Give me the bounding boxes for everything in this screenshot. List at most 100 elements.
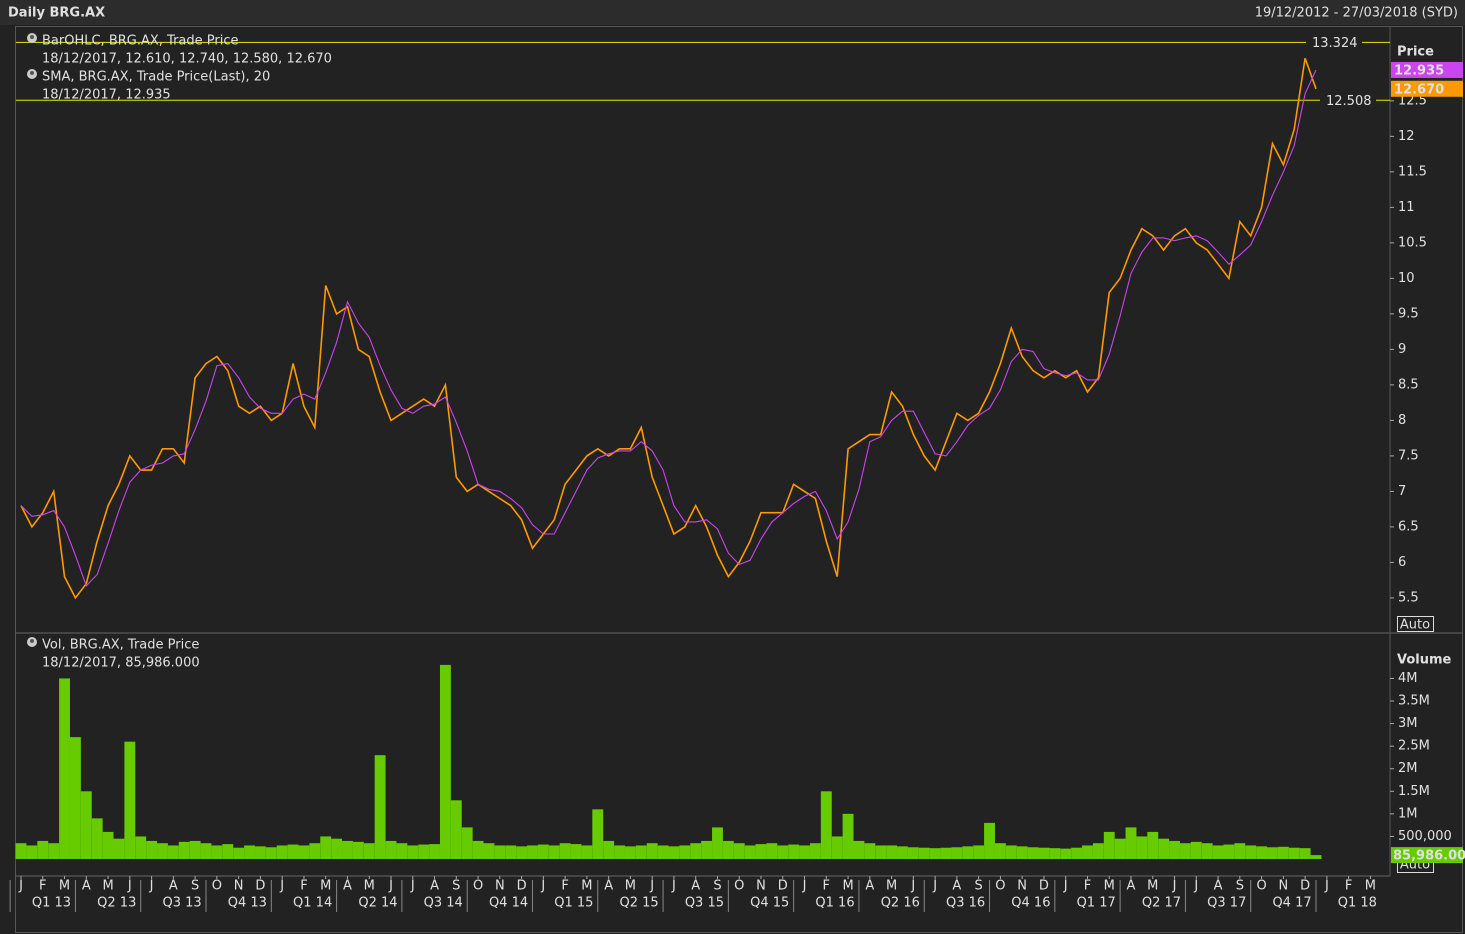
x-tick-label: A — [691, 879, 700, 894]
quarter-label: Q3 16 — [946, 896, 985, 911]
x-tick-label: M — [320, 879, 331, 894]
frame — [15, 26, 1463, 933]
quarter-label: Q1 14 — [293, 896, 332, 911]
volume-bar — [1114, 838, 1126, 859]
volume-bar — [211, 845, 223, 859]
volume-bar — [1190, 841, 1202, 859]
x-tick-label: O — [995, 879, 1005, 894]
x-tick-label: J — [540, 879, 545, 894]
x-tick-label: A — [1127, 879, 1136, 894]
quarter-label: Q2 16 — [881, 896, 920, 911]
volume-bar — [864, 843, 876, 859]
quarter-label: Q1 17 — [1077, 896, 1116, 911]
y-tick-label: 500,000 — [1398, 829, 1452, 844]
volume-bar — [646, 843, 658, 859]
volume-bar — [918, 847, 930, 859]
volume-bar — [91, 818, 103, 859]
volume-bar — [722, 840, 734, 859]
y-axis-title: Price — [1397, 45, 1434, 60]
x-tick-label: S — [191, 879, 199, 894]
y-tick-label: 6.5 — [1398, 519, 1419, 534]
x-tick-label: S — [452, 879, 460, 894]
volume-bar — [48, 843, 60, 859]
last-value-label: 12.670 — [1394, 82, 1444, 97]
x-tick-label: M — [102, 879, 113, 894]
volume-bar — [1310, 855, 1322, 859]
volume-bar — [418, 844, 430, 859]
x-tick-label: J — [1063, 879, 1068, 894]
y-tick-label: 1.5M — [1398, 784, 1430, 799]
volume-bar — [940, 847, 952, 859]
quarter-label: Q2 14 — [358, 896, 397, 911]
volume-bar — [342, 840, 353, 859]
volume-bar — [897, 846, 908, 859]
volume-bar — [59, 678, 70, 859]
x-tick-label: O — [1256, 879, 1266, 894]
volume-bar — [777, 845, 789, 859]
header-bar — [0, 0, 1465, 25]
x-tick-label: J — [149, 879, 154, 894]
volume-bar — [146, 840, 158, 859]
volume-bar — [265, 847, 277, 859]
volume-bar — [1201, 843, 1213, 859]
volume-bar — [1103, 831, 1115, 859]
volume-bar — [809, 843, 821, 859]
chart-title: Daily BRG.AX — [8, 6, 105, 21]
volume-bar — [1179, 843, 1191, 859]
volume-bar — [1212, 845, 1224, 859]
x-tick-label: O — [473, 879, 483, 894]
x-tick-label: N — [234, 879, 244, 894]
y-tick-label: 4M — [1398, 671, 1418, 686]
scale-button[interactable] — [1397, 616, 1434, 632]
x-tick-label: A — [604, 879, 613, 894]
volume-bar — [352, 841, 364, 859]
volume-bar — [570, 844, 582, 859]
volume-bar — [668, 846, 680, 859]
volume-bar — [1158, 838, 1170, 859]
volume-bar — [842, 813, 854, 859]
quarter-label: Q3 15 — [685, 896, 724, 911]
x-tick-label: A — [169, 879, 178, 894]
quarter-label: Q4 17 — [1272, 896, 1311, 911]
legend-label: BarOHLC, BRG.AX, Trade Price — [42, 34, 238, 49]
x-tick-label: N — [756, 879, 766, 894]
y-tick-label: 1M — [1398, 806, 1418, 821]
volume-bar — [124, 741, 136, 859]
volume-bar — [1277, 846, 1289, 859]
volume-bar — [113, 838, 125, 859]
x-tick-label: J — [649, 879, 654, 894]
x-tick-label: M — [364, 879, 375, 894]
reference-label: 12.508 — [1326, 94, 1372, 109]
x-tick-label: F — [39, 879, 46, 894]
x-tick-label: M — [1104, 879, 1115, 894]
quarter-label: Q1 18 — [1338, 896, 1377, 911]
x-tick-label: M — [59, 879, 70, 894]
volume-bar — [233, 847, 245, 859]
y-axis-title: Volume — [1397, 653, 1452, 668]
scale-button-label[interactable]: Auto — [1400, 618, 1430, 633]
x-tick-label: F — [823, 879, 830, 894]
volume-bar — [624, 846, 636, 859]
volume-bar — [690, 843, 702, 859]
quarter-label: Q2 13 — [97, 896, 136, 911]
volume-bar — [853, 840, 865, 859]
volume-bar — [167, 845, 179, 859]
price-line — [20, 57, 1317, 600]
volume-bar — [450, 800, 462, 859]
volume-bar — [1060, 848, 1072, 859]
volume-bar — [244, 845, 255, 859]
volume-bar — [592, 809, 604, 859]
volume-bar — [744, 845, 756, 859]
reference-label: 13.324 — [1312, 36, 1358, 51]
y-tick-label: 3M — [1398, 716, 1418, 731]
y-tick-label: 11.5 — [1398, 164, 1427, 179]
volume-bar — [276, 845, 288, 859]
y-tick-label: 12.5 — [1398, 93, 1427, 108]
x-tick-label: J — [388, 879, 393, 894]
volume-bar — [1027, 847, 1039, 859]
volume-bar — [407, 845, 419, 859]
volume-bar — [374, 755, 386, 859]
volume-bar — [614, 845, 625, 859]
quarter-label: Q3 13 — [162, 896, 201, 911]
last-value-label: 12.935 — [1394, 63, 1444, 78]
